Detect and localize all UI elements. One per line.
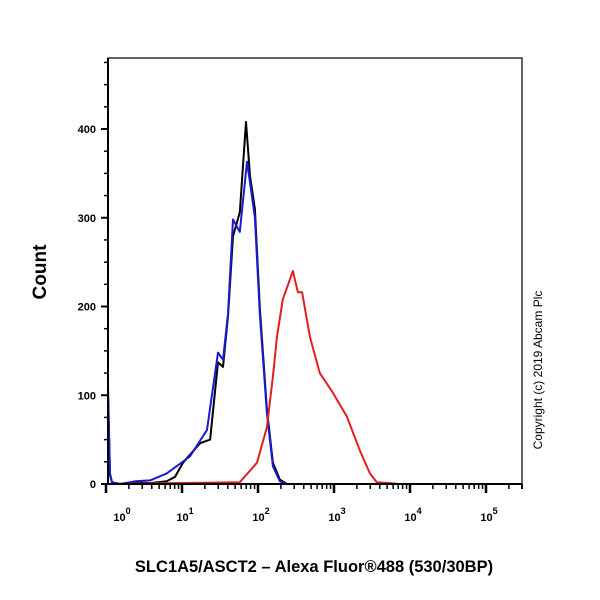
x-tick-label: 100 <box>113 506 130 524</box>
y-tick-label: 400 <box>78 124 96 136</box>
x-tick-label: 103 <box>328 506 345 524</box>
histogram-series-1 <box>106 120 522 485</box>
x-tick-label: 101 <box>176 506 193 524</box>
y-tick-label: 300 <box>78 213 96 225</box>
x-tick-label: 105 <box>480 506 497 524</box>
histogram-series-2 <box>106 160 522 485</box>
copyright-annotation: Copyright (c) 2019 Abcam Plc <box>531 291 545 450</box>
histogram-series-3 <box>107 270 522 485</box>
plot-frame <box>107 57 523 485</box>
y-tick-label: 0 <box>90 479 96 491</box>
y-axis-label: Count <box>30 244 51 300</box>
x-axis-label: SLC1A5/ASCT2 – Alexa Fluor®488 (530/30BP… <box>135 558 493 576</box>
y-tick-label: 100 <box>78 390 96 402</box>
y-tick-label: 200 <box>78 302 96 314</box>
x-tick-label: 104 <box>404 506 421 524</box>
x-tick-label: 102 <box>252 506 269 524</box>
